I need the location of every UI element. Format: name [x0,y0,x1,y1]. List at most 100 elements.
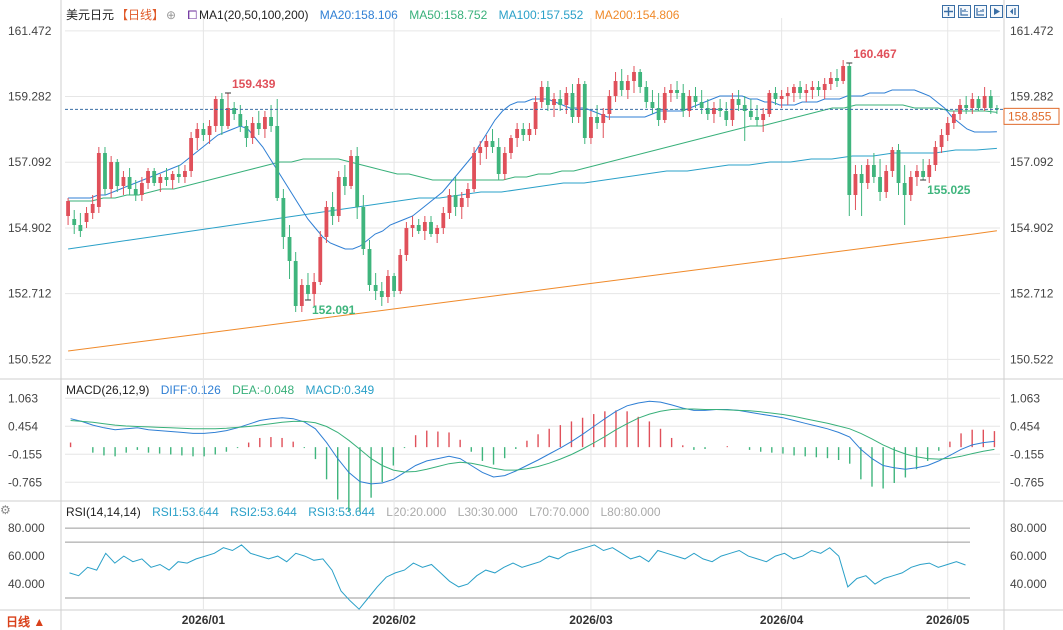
play-icon[interactable] [990,5,1003,18]
y-tick-label-right: 161.472 [1010,24,1054,38]
candle-body [589,117,593,138]
high-annotation: 160.467 [853,47,897,61]
rsi-legend: RSI(14,14,14) RSI1:53.644 RSI2:53.644 RS… [66,505,669,519]
candle-body [238,114,243,126]
macd-y-label-left: 0.454 [8,419,38,433]
candle-body [472,153,476,189]
candle-body [785,93,790,96]
candle-body [201,129,206,135]
candle-body [226,108,230,126]
l30-value: L30:30.000 [457,505,518,519]
x-tick-label: 2026/04 [760,613,804,627]
candle-body [275,126,280,198]
macd-y-label-right: 0.454 [1010,419,1040,433]
chart-settings-icon[interactable] [942,5,955,18]
candle-body [299,285,304,306]
candle-body [152,171,157,183]
y-tick-label-left: 161.472 [8,24,52,38]
candle-body [373,285,378,291]
candle-body [656,108,661,120]
rsi-settings-icon: ⚙ [0,503,11,517]
candle-body [410,225,415,228]
candle-body [527,129,532,135]
candle-body [896,150,901,183]
candle-body [601,114,606,123]
y-tick-label-left: 154.902 [8,221,52,235]
candle-body [810,87,815,90]
candle-body [219,99,224,126]
zoom-in-icon[interactable] [958,5,971,18]
last-price-label: 158.855 [1008,109,1052,123]
candle-body [970,99,975,108]
candle-body [342,177,347,186]
ma-label[interactable]: MA1(20,50,100,200) [199,8,309,22]
candle-body [884,171,889,192]
candle-body [232,108,237,114]
candle-body [392,276,397,291]
candle-body [306,285,310,294]
candle-body [816,87,821,90]
candle-body [293,261,298,306]
candle-body [213,99,218,126]
candle-body [103,153,107,189]
candle-body [324,207,329,237]
candle-body [945,123,950,135]
diff-value: DIFF:0.126 [160,383,221,397]
candle-body [638,72,643,87]
dea-value: DEA:-0.048 [232,383,295,397]
rsi-y-label-right: 60.000 [1010,549,1047,563]
compare-icon[interactable]: ⊕ [166,8,177,22]
candle-body [976,99,981,108]
x-tick-label: 2026/03 [569,613,613,627]
candle-body [933,147,938,165]
candle-body [681,93,686,111]
candle-body [386,276,390,297]
candle-body [767,93,772,114]
candle-body [422,222,427,231]
candle-body [281,198,286,237]
candle-body [447,195,452,213]
candle-body [552,99,556,105]
candle-body [379,291,384,297]
price-legend: 美元日元 【日线】 ⊕ ⧠ MA1(20,50,100,200) MA20:158.1… [66,6,687,23]
macd-y-label-right: 1.063 [1010,391,1040,405]
zoom-out-icon[interactable] [974,5,987,18]
candle-body [355,156,360,207]
candle-body [250,123,255,138]
candle-body [146,171,150,183]
candle-body [502,153,507,174]
candle-body [939,135,944,147]
y-tick-label-right: 159.282 [1010,90,1054,104]
candle-body [779,96,784,99]
candle-body [367,249,372,285]
ma100-line [68,147,997,250]
ma50-line [68,104,997,202]
macd-y-label-right: -0.765 [1010,475,1044,489]
candle-body [871,165,876,177]
rsi1-value: RSI1:53.644 [152,505,219,519]
candle-body [183,171,187,177]
rsi-y-label-left: 80.000 [8,521,45,535]
candle-body [490,141,495,147]
candle-body [865,165,870,183]
macd-label[interactable]: MACD(26,12,9) [66,383,150,397]
candle-body [287,237,292,261]
candle-body [109,162,114,189]
candle-body [576,84,581,117]
l20-value: L20:20.000 [386,505,447,519]
candle-body [121,177,126,186]
rsi3-value: RSI3:53.644 [308,505,375,519]
candle-body [687,96,692,111]
macd-value: MACD:0.349 [305,383,375,397]
candle-body [613,81,618,96]
period-label[interactable]: 【日线】 [116,8,165,22]
next-icon[interactable] [1006,5,1019,18]
ma50-value: MA50:158.752 [409,8,488,22]
high-annotation: 159.439 [232,77,276,91]
candle-body [349,156,353,186]
period-switch-button[interactable]: 日线 ▲ [6,615,46,629]
ma200-line [68,230,997,352]
rsi-label[interactable]: RSI(14,14,14) [66,505,141,519]
candle-body [748,111,753,117]
